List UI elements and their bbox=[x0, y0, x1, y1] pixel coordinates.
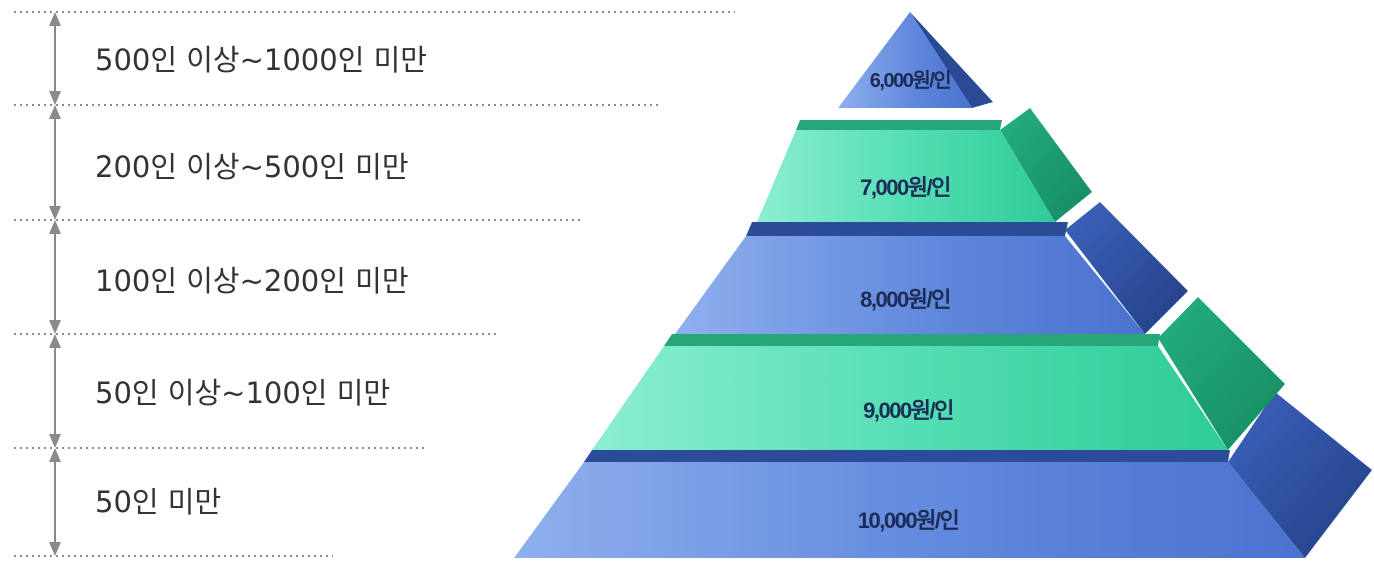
tier-1-price: 6,000원/인 bbox=[870, 69, 951, 92]
tier-5-top bbox=[584, 450, 1230, 462]
pyramid-tier-3 bbox=[675, 202, 1188, 334]
pyramid: 6,000원/인 7,000원/인 8,000원/인 9,000원/인 10,0… bbox=[514, 12, 1372, 558]
range-arrow-2 bbox=[49, 105, 61, 220]
tier-5-front bbox=[514, 462, 1305, 558]
range-label-1: 500인 이상~1000인 미만 bbox=[95, 43, 427, 77]
range-label-3: 100인 이상~200인 미만 bbox=[95, 264, 409, 298]
tier-3-side bbox=[1065, 202, 1188, 334]
range-arrow-3 bbox=[49, 220, 61, 334]
pyramid-tier-2 bbox=[757, 108, 1092, 222]
tier-2-side bbox=[1000, 108, 1092, 222]
range-arrow-4 bbox=[49, 334, 61, 448]
range-label-5: 50인 미만 bbox=[95, 485, 221, 519]
range-label-2: 200인 이상~500인 미만 bbox=[95, 150, 409, 184]
tier-2-front bbox=[757, 130, 1055, 222]
range-arrow-5 bbox=[49, 448, 61, 556]
pyramid-tier-5 bbox=[514, 392, 1372, 558]
tier-3-price: 8,000원/인 bbox=[860, 287, 950, 312]
tier-2-price: 7,000원/인 bbox=[860, 175, 950, 200]
tier-3-front bbox=[675, 236, 1145, 334]
tier-5-side bbox=[1228, 392, 1372, 558]
pyramid-tier-4 bbox=[592, 297, 1285, 450]
tier-4-price: 9,000원/인 bbox=[863, 398, 953, 423]
range-label-4: 50인 이상~100인 미만 bbox=[95, 376, 390, 410]
tier-5-price: 10,000원/인 bbox=[858, 508, 959, 533]
tier-4-front bbox=[592, 346, 1228, 450]
range-arrow-1 bbox=[49, 12, 61, 105]
tier-1-side bbox=[910, 12, 993, 108]
tier-3-top bbox=[746, 222, 1068, 236]
range-scale: 500인 이상~1000인 미만 200인 이상~500인 미만 100인 이상… bbox=[14, 11, 735, 557]
pyramid-tier-1 bbox=[838, 12, 993, 108]
tier-1-front bbox=[838, 12, 972, 108]
tier-4-side bbox=[1158, 297, 1285, 450]
tier-2-top bbox=[796, 120, 1002, 130]
tier-4-top bbox=[664, 334, 1160, 346]
